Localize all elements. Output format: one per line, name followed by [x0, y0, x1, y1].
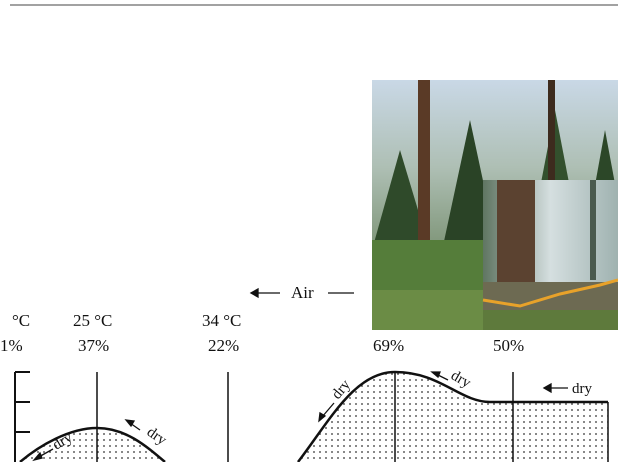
diagram [14, 287, 609, 462]
dry-label: dry [144, 424, 170, 449]
air-label: Air [291, 283, 314, 302]
humidity-label: 22% [208, 336, 239, 355]
fire-photo [482, 180, 618, 330]
dry-label: dry [572, 381, 592, 397]
temp-label: 34 °C [202, 311, 241, 330]
temp-label: 25 °C [73, 311, 112, 330]
humidity-label: 37% [78, 336, 109, 355]
temp-label: °C [12, 311, 30, 330]
humidity-label: 69% [373, 336, 404, 355]
arrows [32, 287, 568, 462]
humidity-label: 1% [0, 336, 23, 355]
humidity-label: 50% [493, 336, 524, 355]
